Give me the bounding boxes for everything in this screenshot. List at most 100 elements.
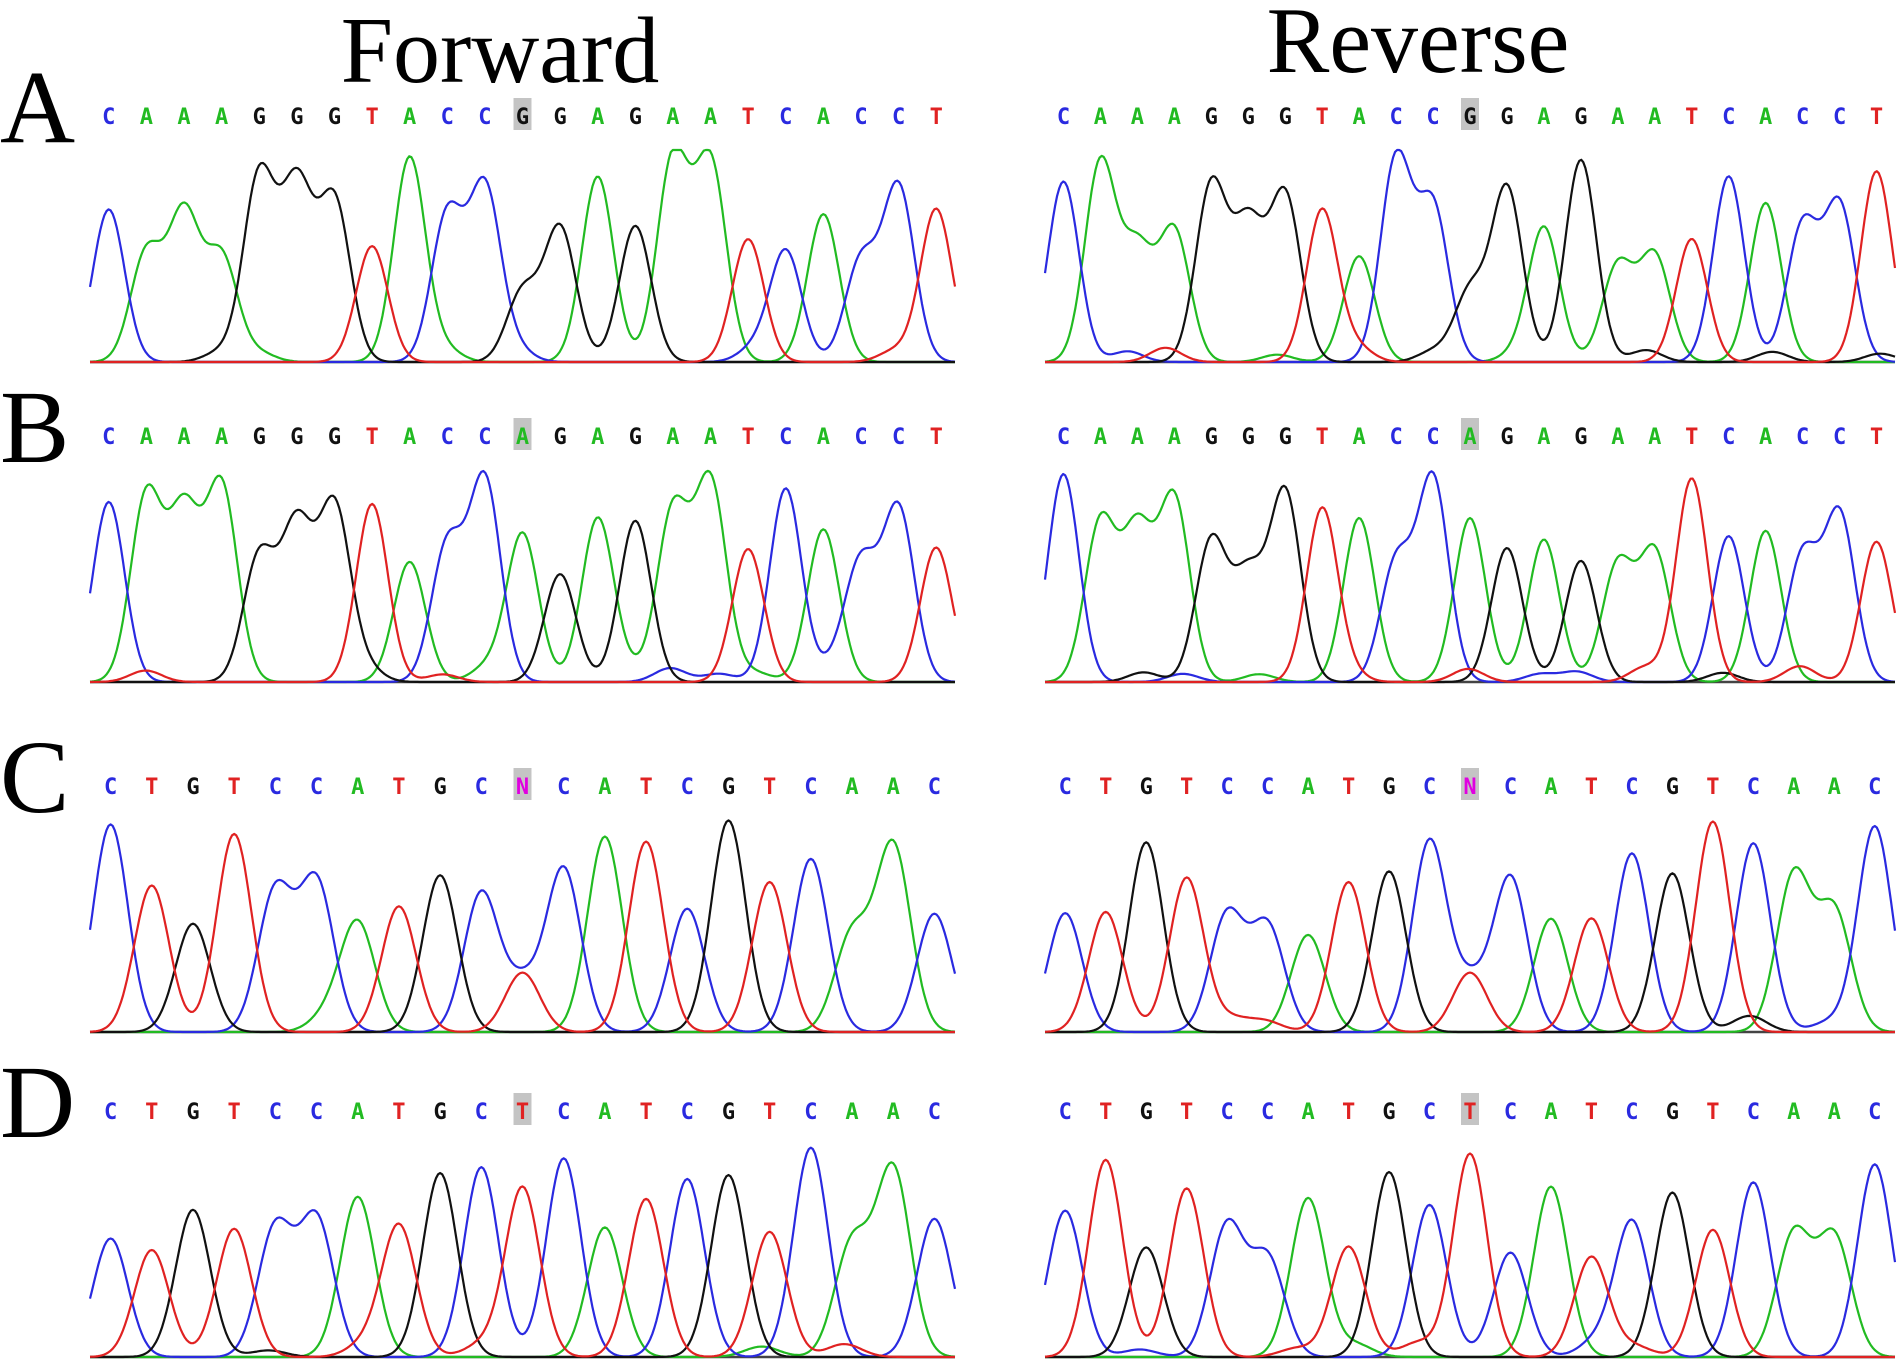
- trace-t: [1045, 170, 1897, 364]
- base-call: A: [516, 425, 529, 450]
- base-call: A: [1648, 105, 1661, 130]
- base-call: A: [1787, 1100, 1800, 1125]
- base-call: T: [516, 1100, 529, 1125]
- base-call: G: [553, 105, 566, 130]
- base-call: C: [1796, 425, 1809, 450]
- base-call: G: [1463, 105, 1476, 130]
- base-call: C: [892, 105, 905, 130]
- trace-a: [89, 148, 955, 364]
- base-call: A: [1168, 105, 1181, 130]
- base-call: A: [845, 775, 858, 800]
- base-call: C: [475, 1100, 488, 1125]
- base-call: N: [516, 775, 529, 800]
- trace-g: [1045, 484, 1895, 684]
- base-call: C: [1057, 105, 1070, 130]
- trace-a: [1045, 1185, 1896, 1359]
- base-call: A: [591, 105, 604, 130]
- base-call: C: [269, 1100, 282, 1125]
- trace-g: [1045, 1170, 1895, 1359]
- base-call: A: [351, 1100, 364, 1125]
- base-call: T: [1316, 425, 1329, 450]
- base-call: A: [1131, 105, 1144, 130]
- reverse-title: Reverse: [1267, 0, 1570, 93]
- base-call: A: [845, 1100, 858, 1125]
- trace-t: [90, 207, 957, 364]
- base-call: A: [403, 105, 416, 130]
- base-call: A: [1828, 1100, 1841, 1125]
- base-call: C: [557, 775, 570, 800]
- trace-g: [1045, 158, 1896, 364]
- base-call: T: [930, 425, 943, 450]
- base-call: A: [1094, 425, 1107, 450]
- trace-a: [1044, 154, 1895, 364]
- base-call: C: [1059, 1100, 1072, 1125]
- base-call: G: [1666, 1100, 1679, 1125]
- base-call: C: [1625, 1100, 1638, 1125]
- trace-t: [90, 502, 957, 684]
- base-call: T: [365, 425, 378, 450]
- base-call: C: [1868, 1100, 1881, 1125]
- base-call: C: [928, 1100, 941, 1125]
- base-call: T: [1180, 1100, 1193, 1125]
- base-call: C: [1059, 775, 1072, 800]
- base-call: T: [639, 1100, 652, 1125]
- trace-c: [1043, 1163, 1897, 1359]
- base-call: T: [742, 105, 755, 130]
- base-call: G: [433, 1100, 446, 1125]
- variant-highlight: [513, 768, 532, 800]
- trace-a: [90, 1161, 956, 1359]
- base-call: T: [763, 775, 776, 800]
- row-label: A: [0, 50, 75, 165]
- trace-g: [90, 819, 955, 1034]
- base-call: T: [145, 1100, 158, 1125]
- base-call: G: [1574, 425, 1587, 450]
- base-call: G: [1279, 105, 1292, 130]
- base-call: A: [1759, 425, 1772, 450]
- base-call: G: [1279, 425, 1292, 450]
- base-call: A: [1828, 775, 1841, 800]
- base-call: C: [1057, 425, 1070, 450]
- base-call: T: [1342, 1100, 1355, 1125]
- base-call: T: [1706, 1100, 1719, 1125]
- base-call: C: [1833, 425, 1846, 450]
- base-call: G: [629, 425, 642, 450]
- base-call: C: [928, 775, 941, 800]
- base-call: G: [516, 105, 529, 130]
- forward-title: Forward: [341, 0, 660, 103]
- base-call: C: [310, 775, 323, 800]
- base-call: A: [1611, 105, 1624, 130]
- trace-a: [90, 835, 956, 1034]
- base-call: A: [1759, 105, 1772, 130]
- trace-a: [1044, 488, 1895, 684]
- base-call: A: [1787, 775, 1800, 800]
- variant-highlight: [1461, 1093, 1479, 1125]
- base-call: A: [1131, 425, 1144, 450]
- base-call: A: [1611, 425, 1624, 450]
- base-call: A: [598, 1100, 611, 1125]
- base-call: C: [1625, 775, 1638, 800]
- base-call: A: [1544, 1100, 1557, 1125]
- base-call: A: [351, 775, 364, 800]
- base-call: G: [1574, 105, 1587, 130]
- base-call: C: [104, 775, 117, 800]
- base-call: G: [1140, 775, 1153, 800]
- base-call: C: [779, 105, 792, 130]
- base-call: C: [310, 1100, 323, 1125]
- base-call: A: [1168, 425, 1181, 450]
- base-call: A: [704, 425, 717, 450]
- base-call: A: [1353, 425, 1366, 450]
- base-call: G: [433, 775, 446, 800]
- base-call: T: [228, 775, 241, 800]
- base-call: C: [1221, 1100, 1234, 1125]
- base-call: A: [598, 775, 611, 800]
- base-call: A: [1094, 105, 1107, 130]
- base-call: C: [557, 1100, 570, 1125]
- base-call: C: [441, 425, 454, 450]
